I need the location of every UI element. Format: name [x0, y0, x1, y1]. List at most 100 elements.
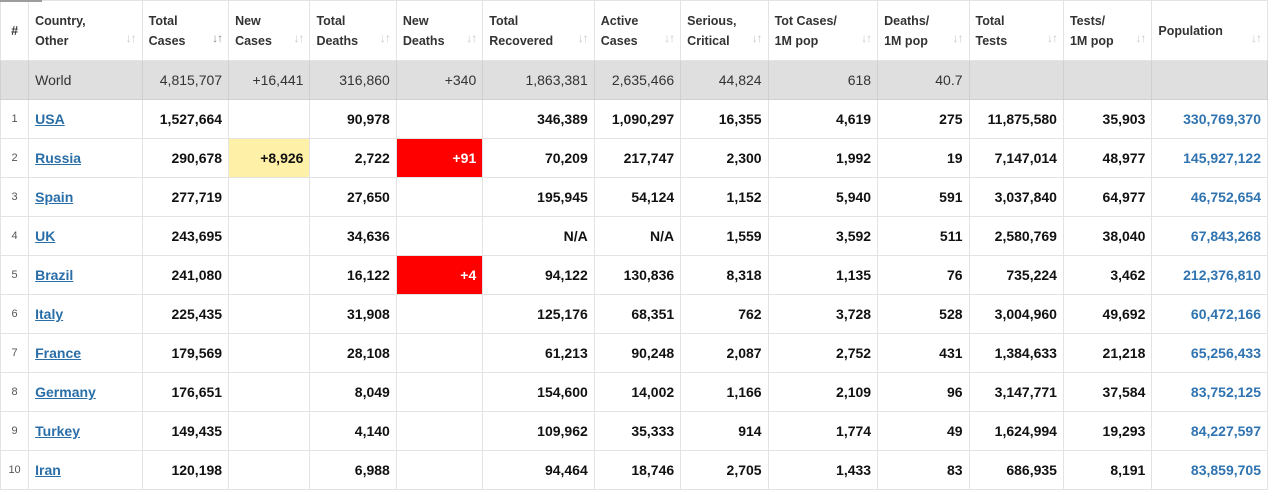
column-header-active-cases[interactable]: Active Cases ↓↑: [593, 0, 682, 61]
population: 212,376,810: [1151, 255, 1268, 295]
column-header-country[interactable]: Country, Other ↓↑: [28, 0, 143, 61]
header-row: # Country, Other ↓↑ Total Cases ↓↑ New Cases ↓↑ To…: [0, 0, 1268, 61]
total-recovered: 154,600: [482, 372, 595, 412]
total-deaths: 31,908: [309, 294, 397, 334]
column-header-label: Tests: [975, 33, 1008, 48]
total-tests: 3,004,960: [968, 294, 1064, 334]
column-header-serious-critical[interactable]: Serious, Critical ↓↑: [680, 0, 769, 61]
sort-arrows-icon[interactable]: ↓↑: [1135, 31, 1146, 45]
serious-critical: 2,300: [680, 138, 769, 178]
column-header-total-deaths[interactable]: Total Deaths ↓↑: [309, 0, 397, 61]
country-link[interactable]: France: [35, 345, 82, 361]
deaths-per-1m: 96: [877, 372, 970, 412]
sort-arrows-icon[interactable]: ↓↑: [1046, 31, 1058, 45]
sort-arrows-icon[interactable]: ↓↑: [212, 31, 223, 45]
column-header-label: Cases: [600, 33, 638, 48]
serious-critical: 2,705: [680, 450, 769, 490]
total-recovered: 346,389: [482, 99, 595, 139]
tests-per-1m: 64,977: [1062, 177, 1153, 217]
new-deaths: [395, 411, 484, 451]
sort-arrows-icon[interactable]: ↓↑: [664, 31, 675, 45]
active-cases: 90,248: [593, 333, 682, 373]
column-header-new-deaths[interactable]: New Deaths ↓↑: [395, 0, 484, 61]
active-cases: 2,635,466: [593, 60, 682, 100]
total-recovered: 94,122: [482, 255, 595, 295]
serious-critical: 16,355: [680, 99, 769, 139]
country-link[interactable]: Russia: [35, 150, 82, 166]
country-link[interactable]: UK: [35, 228, 56, 244]
active-cases: 68,351: [593, 294, 682, 334]
cases-per-1m: 618: [767, 60, 879, 100]
table-row: 6 Italy 225,435 31,908 125,176 68,351 762 3,728…: [0, 294, 1268, 334]
sort-arrows-icon[interactable]: ↓↑: [1251, 31, 1262, 45]
total-recovered: 94,464: [482, 450, 595, 490]
new-deaths: +340: [395, 60, 484, 100]
new-cases: [228, 333, 311, 373]
country-link[interactable]: Germany: [35, 384, 96, 400]
population: 65,256,433: [1151, 333, 1268, 373]
country-link[interactable]: Brazil: [35, 267, 74, 283]
total-deaths: 8,049: [309, 372, 397, 412]
active-cases: 14,002: [593, 372, 682, 412]
table-row: 5 Brazil 241,080 16,122 +4 94,122 130,836 8,318…: [0, 255, 1268, 295]
population: 46,752,654: [1151, 177, 1268, 217]
row-index: 3: [0, 177, 30, 217]
country-cell: USA: [28, 99, 143, 139]
cases-per-1m: 4,619: [767, 99, 879, 139]
serious-critical: 44,824: [680, 60, 769, 100]
cases-per-1m: 2,752: [767, 333, 879, 373]
country-link[interactable]: Italy: [35, 306, 64, 322]
column-header-total-tests[interactable]: Total Tests ↓↑: [968, 0, 1064, 61]
column-header-new-cases[interactable]: New Cases ↓↑: [228, 0, 311, 61]
table-row: 7 France 179,569 28,108 61,213 90,248 2,087 2,7…: [0, 333, 1268, 373]
active-cases: 130,836: [593, 255, 682, 295]
sort-arrows-icon[interactable]: ↓↑: [751, 31, 763, 45]
total-deaths: 28,108: [309, 333, 397, 373]
table-row: 3 Spain 277,719 27,650 195,945 54,124 1,152 5,9…: [0, 177, 1268, 217]
column-header-population[interactable]: Population ↓↑: [1151, 0, 1268, 61]
column-header-deaths-per-1m[interactable]: Deaths/1M pop ↓↑: [877, 0, 970, 61]
total-cases: 241,080: [141, 255, 230, 295]
column-header-label: Critical: [687, 33, 730, 48]
new-deaths: +4: [395, 255, 484, 295]
total-cases: 179,569: [141, 333, 230, 373]
sort-arrows-icon[interactable]: ↓↑: [379, 31, 391, 45]
column-header-total-cases[interactable]: Total Cases ↓↑: [141, 0, 230, 61]
total-tests: 735,224: [968, 255, 1064, 295]
country-link[interactable]: Turkey: [35, 423, 80, 439]
country-link[interactable]: Iran: [35, 462, 61, 478]
country-link[interactable]: Spain: [35, 189, 74, 205]
sort-arrows-icon[interactable]: ↓↑: [466, 31, 477, 45]
population: 83,752,125: [1151, 372, 1268, 412]
total-recovered: 70,209: [482, 138, 595, 178]
column-header-tests-per-1m[interactable]: Tests/1M pop ↓↑: [1062, 0, 1153, 61]
row-index: 1: [0, 99, 30, 139]
column-header-total-recovered[interactable]: Total Recovered ↓↑: [482, 0, 595, 61]
country-cell: Russia: [28, 138, 143, 178]
table-row: 2 Russia 290,678 +8,926 2,722 +91 70,209 217,74…: [0, 138, 1268, 178]
new-deaths: +91: [395, 138, 484, 178]
country-cell: France: [28, 333, 143, 373]
column-header-label: New: [235, 13, 261, 28]
population: 84,227,597: [1151, 411, 1268, 451]
cases-per-1m: 1,433: [767, 450, 879, 490]
country-link[interactable]: USA: [35, 111, 65, 127]
total-tests: [968, 60, 1064, 100]
tests-per-1m: 3,462: [1062, 255, 1153, 295]
serious-critical: 762: [680, 294, 769, 334]
total-cases: 149,435: [141, 411, 230, 451]
tests-per-1m: 8,191: [1062, 450, 1153, 490]
total-deaths: 34,636: [309, 216, 397, 256]
sort-arrows-icon[interactable]: ↓↑: [861, 31, 872, 45]
deaths-per-1m: 511: [877, 216, 970, 256]
sort-arrows-icon[interactable]: ↓↑: [293, 31, 304, 45]
column-header-label: Deaths/: [884, 13, 930, 28]
total-tests: 11,875,580: [968, 99, 1064, 139]
sort-arrows-icon[interactable]: ↓↑: [952, 31, 964, 45]
column-header-cases-per-1m[interactable]: Tot Cases/1M pop ↓↑: [767, 0, 879, 61]
tests-per-1m: 35,903: [1062, 99, 1153, 139]
new-deaths: [395, 216, 484, 256]
column-header-label: Country,: [35, 13, 86, 28]
sort-arrows-icon[interactable]: ↓↑: [125, 31, 137, 45]
sort-arrows-icon[interactable]: ↓↑: [577, 31, 589, 45]
